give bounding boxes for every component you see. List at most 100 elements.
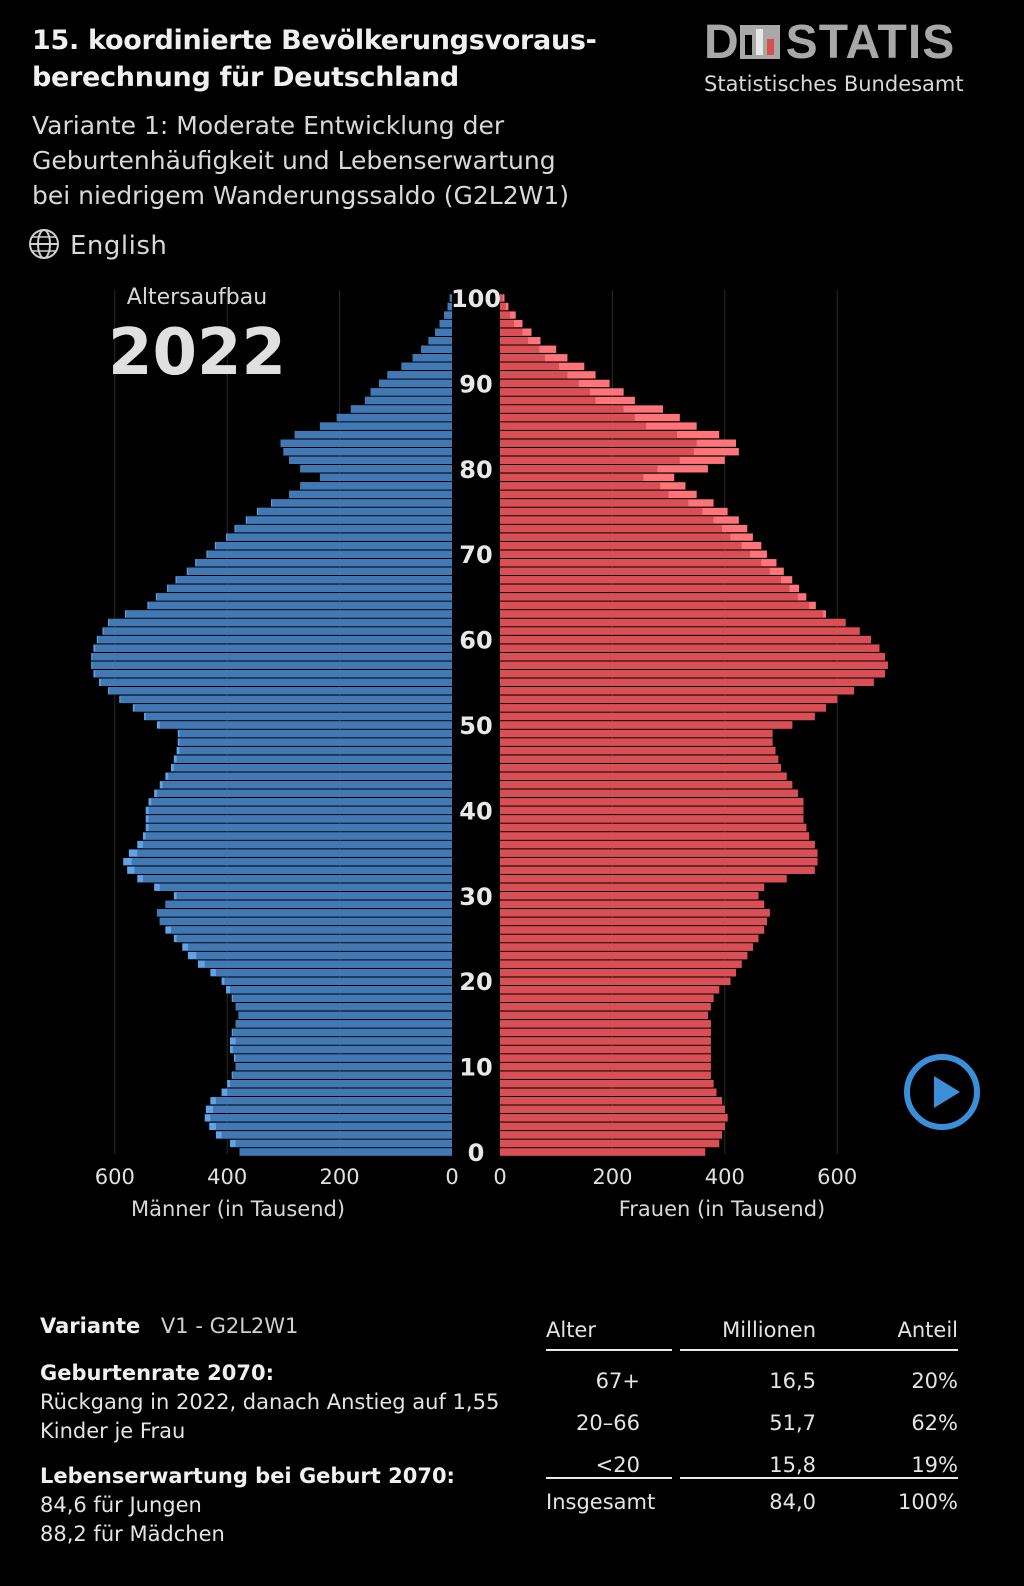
bar-men: [100, 678, 452, 686]
x-tick-label-women: 0: [493, 1165, 506, 1189]
bar-women: [500, 832, 810, 840]
table-header-share: Anteil: [897, 1318, 959, 1342]
chart-caption: Altersaufbau: [127, 285, 267, 310]
bar-women: [500, 1088, 717, 1096]
language-switch-link[interactable]: English: [28, 228, 167, 264]
bar-men: [350, 405, 452, 413]
bar-men: [196, 559, 452, 567]
play-button[interactable]: [902, 1052, 982, 1132]
bar-men: [238, 1011, 452, 1020]
bar-men: [232, 994, 452, 1002]
bar-men: [120, 695, 453, 704]
bar-women: [500, 772, 787, 780]
table-row: 20–66 51,7 62%: [546, 1402, 958, 1444]
bar-women: [500, 448, 694, 456]
subtitle-line-3: bei niedrigem Wanderungssaldo (G2L2W1): [32, 181, 569, 210]
bar-women: [500, 721, 793, 729]
bar-men: [148, 823, 452, 832]
bar-men: [289, 456, 452, 464]
bar-men: [204, 960, 452, 968]
bar-women: [500, 422, 647, 430]
x-tick-labels: 600 400 200 0 0 200 400 600: [95, 1165, 857, 1189]
bar-women: [500, 328, 523, 336]
x-tick-label-men: 200: [320, 1165, 360, 1189]
bar-women: [500, 968, 737, 977]
bar-men: [168, 584, 452, 593]
bar-women: [500, 473, 644, 482]
logo-subtitle: Statistisches Bundesamt: [704, 72, 964, 96]
bar-women: [500, 943, 753, 951]
bar-men: [151, 798, 452, 806]
page-title: 15. koordinierte Bevölkerungsvoraus- ber…: [32, 22, 672, 96]
variant-value: V1 - G2L2W1: [160, 1314, 299, 1338]
bar-women: [500, 704, 826, 712]
bar-men: [148, 601, 452, 610]
x-tick-label-men: 600: [95, 1165, 135, 1189]
bar-women: [500, 499, 689, 507]
table-total-divider: [546, 1477, 672, 1479]
table-cell-share: 19%: [911, 1453, 958, 1477]
bar-women: [500, 986, 720, 994]
bar-women: [500, 635, 871, 644]
age-tick-label: 50: [459, 712, 492, 740]
bar-women: [500, 653, 885, 661]
bar-men: [165, 900, 452, 909]
bar-men: [435, 328, 452, 336]
table-cell-share: 20%: [911, 1369, 958, 1393]
age-tick-label: 0: [468, 1139, 485, 1167]
bar-women: [500, 302, 506, 311]
age-tick-label: 80: [459, 456, 492, 484]
bar-men: [156, 909, 452, 917]
bar-men: [239, 1148, 452, 1156]
bar-women: [500, 644, 880, 652]
bar-women: [500, 319, 515, 328]
destatis-logo: D STATIS Statistisches Bundesamt: [704, 16, 984, 97]
table-cell-millions: 15,8: [769, 1453, 816, 1477]
bar-men: [227, 533, 452, 541]
bar-men: [173, 764, 452, 772]
bar-women: [500, 1122, 725, 1131]
age-tick-label: 90: [459, 370, 492, 398]
bar-women: [500, 567, 770, 575]
bar-women: [500, 345, 540, 353]
bar-women: [500, 806, 804, 815]
birth-rate-title: Geburtenrate 2070:: [40, 1361, 275, 1385]
logo-letter-d: D: [704, 16, 740, 69]
table-cell-age: <20: [595, 1453, 640, 1477]
bar-women: [500, 1131, 722, 1139]
bar-women: [500, 576, 781, 584]
bar-men: [319, 473, 452, 482]
bar-women: [500, 413, 635, 422]
bar-women: [500, 1080, 714, 1088]
table-row: <20 15,8 19%: [546, 1444, 958, 1486]
bar-men: [235, 1037, 452, 1045]
bar-women: [500, 593, 798, 601]
bar-men: [196, 951, 452, 960]
bar-men: [95, 644, 452, 652]
bar-men: [187, 567, 453, 575]
bar-women: [500, 362, 560, 370]
bar-men: [159, 917, 452, 926]
bar-men: [235, 524, 452, 533]
bar-women: [500, 1071, 711, 1079]
bar-men: [134, 704, 452, 712]
bar-women: [500, 1097, 722, 1105]
bar-women: [500, 866, 815, 874]
bar-women: [500, 516, 714, 524]
bar-men: [235, 1003, 452, 1011]
bar-men: [145, 712, 452, 721]
age-tick-label: 40: [459, 797, 492, 825]
bar-men: [421, 345, 452, 353]
table-total-share: 100%: [897, 1490, 958, 1514]
bar-men: [300, 482, 452, 490]
bar-men: [95, 670, 452, 678]
bar-women: [500, 584, 790, 593]
bar-women: [500, 439, 697, 447]
birth-rate-text-1: Rückgang in 2022, danach Anstieg auf 1,5…: [40, 1390, 500, 1414]
bar-women: [500, 524, 722, 533]
birth-rate-block: Geburtenrate 2070: Rückgang in 2022, dan…: [40, 1359, 520, 1446]
bar-women: [500, 909, 770, 917]
language-label: English: [70, 231, 168, 261]
bar-men: [232, 1071, 452, 1079]
bar-women: [500, 994, 714, 1002]
